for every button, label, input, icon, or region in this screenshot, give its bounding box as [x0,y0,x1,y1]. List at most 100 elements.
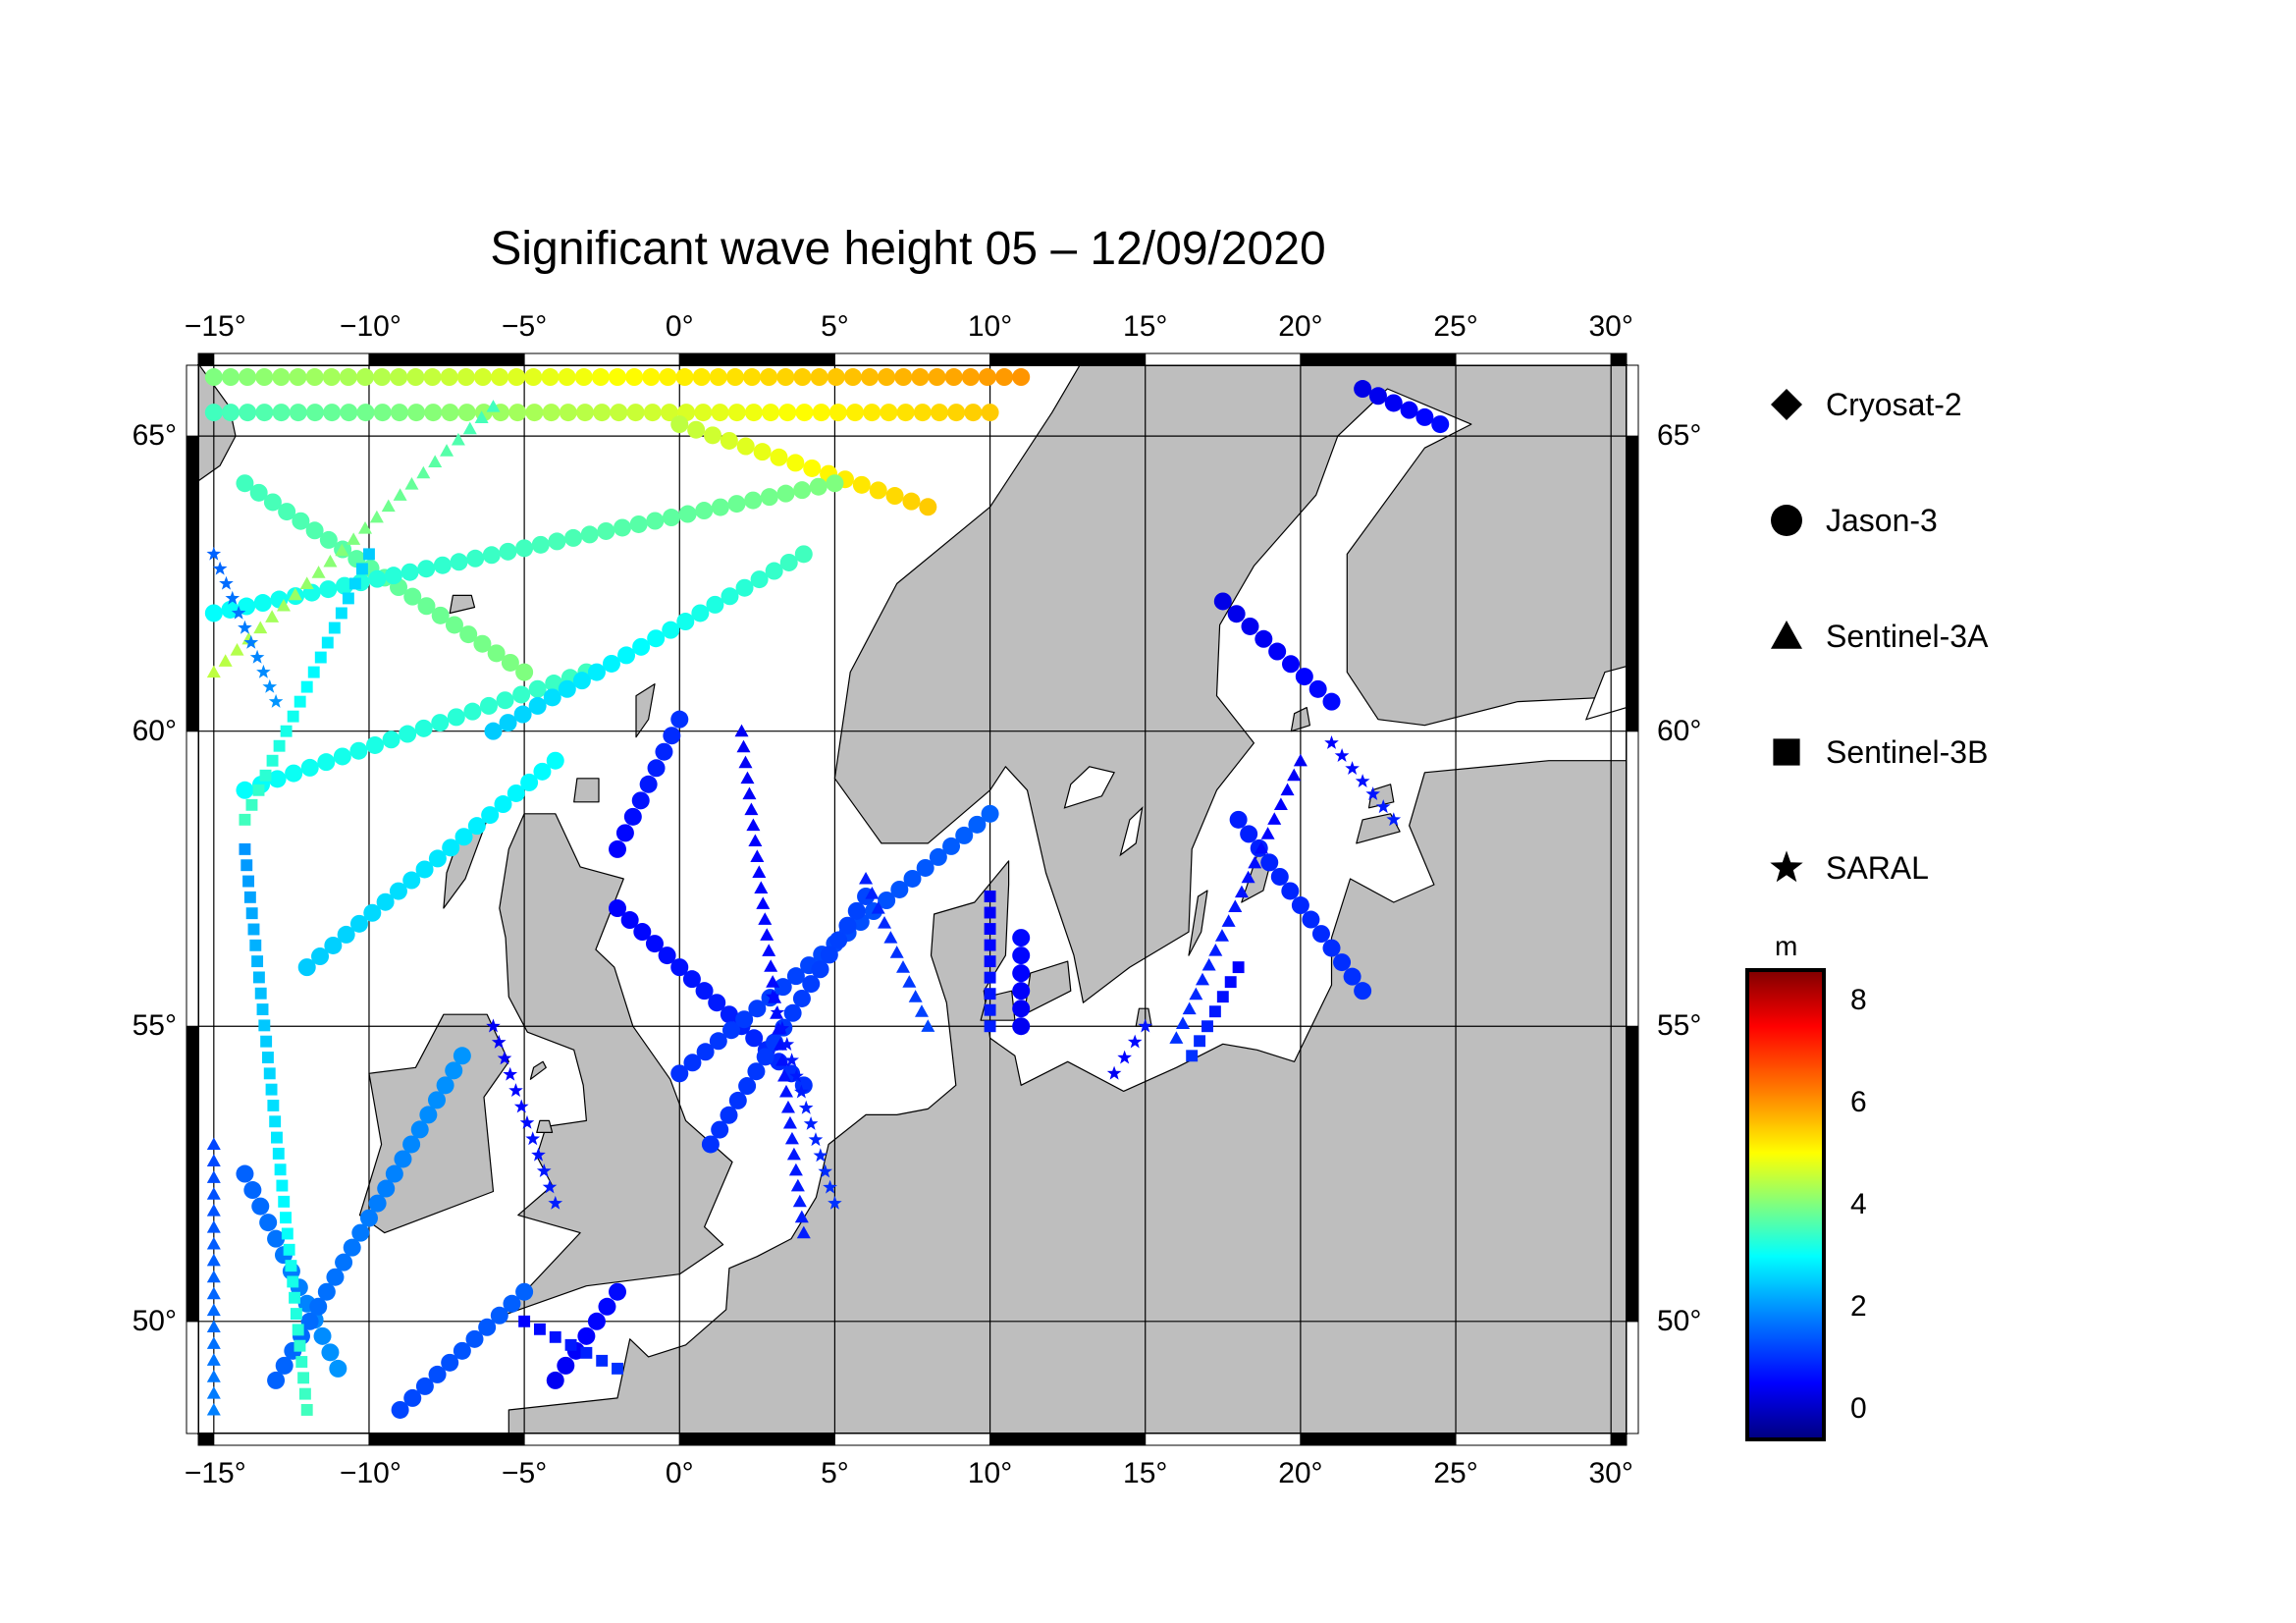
point-jason-3 [576,404,595,422]
point-jason-3 [548,532,566,551]
point-jason-3 [614,518,632,537]
point-jason-3 [351,1223,370,1242]
point-jason-3 [878,892,896,910]
point-jason-3 [484,722,503,740]
point-jason-3 [1241,617,1259,635]
point-sentinel-3a [1214,929,1229,942]
point-jason-3 [694,404,713,422]
point-sentinel-3b [300,680,313,693]
point-jason-3 [794,545,813,564]
point-sentinel-3a [206,1219,221,1233]
point-sentinel-3b [984,923,996,936]
point-jason-3 [1012,982,1031,1001]
point-sentinel-3a [206,1303,221,1317]
point-sentinel-3b [252,784,265,796]
point-sentinel-3a [788,1163,803,1176]
point-sentinel-3a [335,543,349,557]
point-saral [249,649,265,664]
point-saral [1365,786,1380,800]
star-marker [1770,850,1803,883]
point-jason-3 [263,493,282,512]
point-jason-3 [625,368,644,387]
point-sentinel-3a [206,1386,221,1399]
point-jason-3 [1431,415,1450,434]
point-jason-3 [711,404,729,422]
point-jason-3 [615,824,634,842]
point-jason-3 [251,1197,270,1216]
land-anglesey [536,1119,554,1134]
point-sentinel-3a [1287,768,1302,782]
land-norway-sweden-finland [833,365,1627,1003]
point-sentinel-3b [1224,976,1237,989]
point-jason-3 [463,702,482,721]
point-jason-3 [903,869,922,888]
point-sentinel-3a [1195,972,1209,986]
point-sentinel-3a [1260,827,1275,839]
point-jason-3 [324,936,343,954]
point-jason-3 [738,1077,757,1096]
point-jason-3 [1295,668,1313,686]
point-jason-3 [403,1388,422,1407]
square-icon [1773,738,1800,766]
point-jason-3 [1255,629,1273,648]
point-jason-3 [427,1091,446,1109]
point-jason-3 [587,1312,606,1330]
point-jason-3 [756,1048,774,1066]
point-sentinel-3a [347,532,361,545]
point-sentinel-3a [780,1100,795,1113]
lat-tick-label-right: 60° [1657,714,1702,747]
point-jason-3 [272,404,291,422]
point-sentinel-3b [247,923,260,936]
point-jason-3 [743,368,762,387]
point-sentinel-3b [281,1227,294,1240]
frame-segment-right [1626,1321,1639,1434]
point-jason-3 [894,368,913,387]
point-jason-3 [928,368,946,387]
point-sentinel-3a [1189,987,1203,1001]
point-sentinel-3a [206,1187,221,1200]
point-sentinel-3a [1267,812,1282,825]
lon-tick-label-bottom: 10° [967,1457,1013,1489]
frame-segment-bottom [197,1433,215,1446]
frame-segment-top [523,352,680,366]
point-jason-3 [711,498,729,516]
point-sentinel-3b [984,939,996,951]
point-jason-3 [253,594,272,613]
point-sentinel-3b [984,891,996,902]
point-sentinel-3b [273,739,286,752]
point-jason-3 [843,368,862,387]
point-sentinel-3b [267,1100,280,1111]
lat-tick-label-right: 55° [1657,1009,1702,1043]
point-sentinel-3a [792,1194,807,1208]
point-saral [503,1066,518,1081]
point-sentinel-3a [323,554,338,568]
point-jason-3 [478,1318,497,1336]
point-sentinel-3a [1228,899,1243,913]
point-sentinel-3a [896,960,911,973]
point-jason-3 [720,1005,738,1024]
point-saral [784,1053,799,1067]
point-jason-3 [827,368,845,387]
point-jason-3 [947,404,966,422]
point-sentinel-3b [612,1362,623,1375]
point-jason-3 [692,368,711,387]
point-jason-3 [809,477,828,496]
point-sentinel-3a [265,610,280,622]
lon-tick-label-top: −10° [339,310,401,343]
point-jason-3 [1384,394,1403,412]
point-sentinel-3a [206,1320,221,1333]
frame-segment-top [197,352,215,366]
point-jason-3 [373,404,392,422]
point-jason-3 [572,672,591,690]
point-sentinel-3a [474,410,489,423]
point-jason-3 [278,503,296,521]
point-jason-3 [319,580,338,599]
point-sentinel-3b [300,1404,313,1416]
frame-segment-left [186,435,199,732]
point-jason-3 [450,553,468,571]
point-saral [268,693,284,708]
point-sentinel-3a [758,912,773,925]
point-jason-3 [542,404,561,422]
colorbar-tick-label: 4 [1850,1188,1867,1220]
